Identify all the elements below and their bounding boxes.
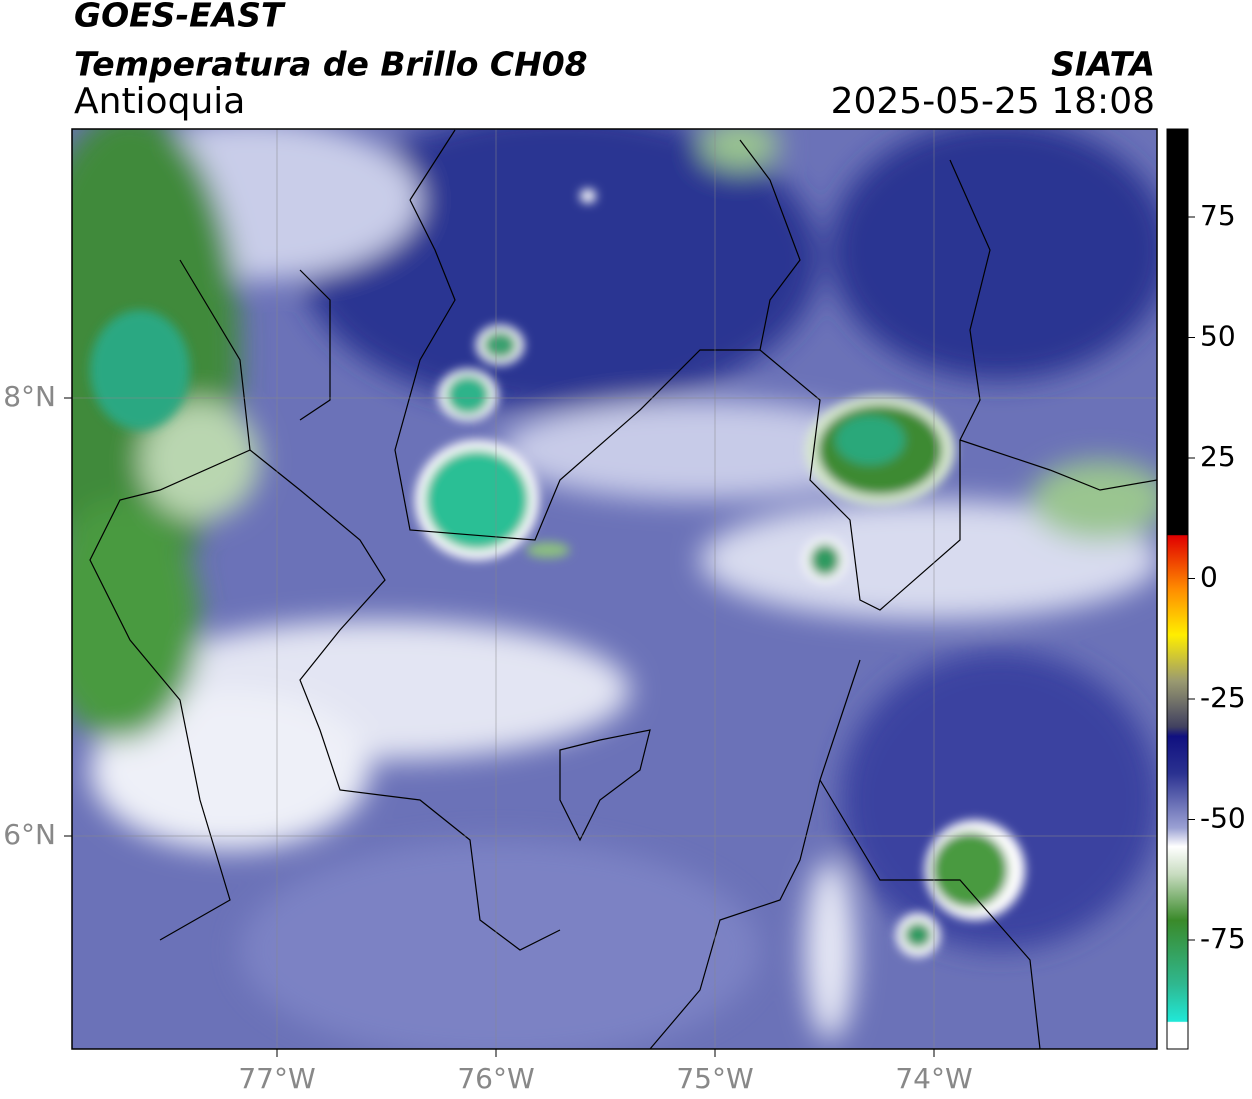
lon-label: 74°W (895, 1062, 972, 1095)
satellite-image (72, 129, 1157, 1049)
map-frame (71, 128, 1158, 1050)
colorbar-label: 0 (1200, 561, 1218, 594)
lat-label: 6°N (3, 818, 56, 851)
colorbar-label: 25 (1200, 440, 1236, 473)
colorbar (1166, 128, 1189, 1050)
lon-label: 76°W (457, 1062, 534, 1095)
colorbar-label: -75 (1200, 922, 1246, 955)
title: GOES-EAST (74, 0, 286, 35)
subtitle: Temperatura de Brillo CH08 (74, 45, 588, 84)
source: SIATA (1051, 45, 1155, 84)
boundaries (89, 129, 1157, 1049)
colorbar-label: -50 (1200, 802, 1246, 835)
colorbar-label: 50 (1200, 320, 1236, 353)
graticule (72, 129, 1157, 1049)
colorbar-label: 75 (1200, 199, 1236, 232)
colorbar-label: -25 (1200, 681, 1246, 714)
region: Antioquia (74, 81, 245, 122)
timestamp: 2025-05-25 18:08 (831, 81, 1155, 122)
lon-label: 75°W (676, 1062, 753, 1095)
lat-label: 8°N (3, 380, 56, 413)
lon-label: 77°W (238, 1062, 315, 1095)
